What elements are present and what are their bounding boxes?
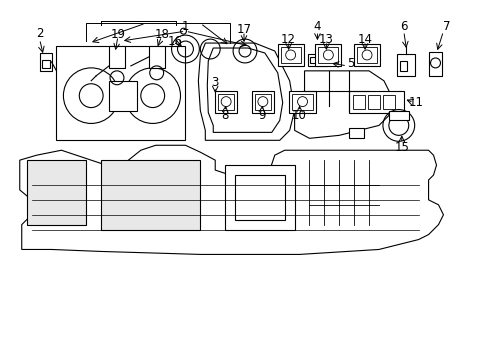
Text: 6: 6 xyxy=(400,20,408,33)
Text: 12: 12 xyxy=(281,33,296,46)
Text: 13: 13 xyxy=(319,33,334,46)
Text: 11: 11 xyxy=(409,96,424,109)
Bar xyxy=(400,61,407,71)
Bar xyxy=(353,95,365,109)
Bar xyxy=(397,54,415,76)
Text: 15: 15 xyxy=(394,141,409,154)
Bar xyxy=(349,91,404,113)
Polygon shape xyxy=(26,160,86,225)
Bar xyxy=(308,54,327,66)
Bar xyxy=(281,47,300,63)
Text: 10: 10 xyxy=(292,109,307,122)
Text: 16: 16 xyxy=(168,35,183,48)
Bar xyxy=(311,57,317,63)
Bar xyxy=(289,91,317,113)
Bar xyxy=(349,129,364,138)
Bar xyxy=(252,91,274,113)
Bar xyxy=(149,46,165,68)
Text: 5: 5 xyxy=(347,57,355,71)
Bar xyxy=(218,94,234,109)
Text: 2: 2 xyxy=(36,27,43,40)
Bar xyxy=(389,111,409,121)
Bar xyxy=(357,47,377,63)
Bar xyxy=(40,53,51,71)
Bar xyxy=(215,91,237,113)
Bar xyxy=(318,47,338,63)
Text: 19: 19 xyxy=(110,28,125,41)
Polygon shape xyxy=(101,160,200,230)
Text: 1: 1 xyxy=(182,20,189,33)
Bar xyxy=(354,44,380,66)
Text: 4: 4 xyxy=(314,20,321,33)
Bar xyxy=(368,95,380,109)
Text: 14: 14 xyxy=(358,33,372,46)
Bar xyxy=(255,94,271,109)
Bar xyxy=(316,44,341,66)
Text: 17: 17 xyxy=(237,23,251,36)
Bar xyxy=(235,175,285,220)
Text: 3: 3 xyxy=(212,76,219,89)
Bar xyxy=(278,44,303,66)
Text: 18: 18 xyxy=(154,28,169,41)
Bar xyxy=(109,46,125,68)
Bar xyxy=(225,165,294,230)
Text: 7: 7 xyxy=(442,20,450,33)
Text: 8: 8 xyxy=(221,109,229,122)
Bar xyxy=(109,81,137,111)
Bar xyxy=(292,94,314,109)
Bar xyxy=(429,52,442,76)
Text: 9: 9 xyxy=(258,109,266,122)
Bar xyxy=(383,95,395,109)
Bar xyxy=(42,60,49,68)
